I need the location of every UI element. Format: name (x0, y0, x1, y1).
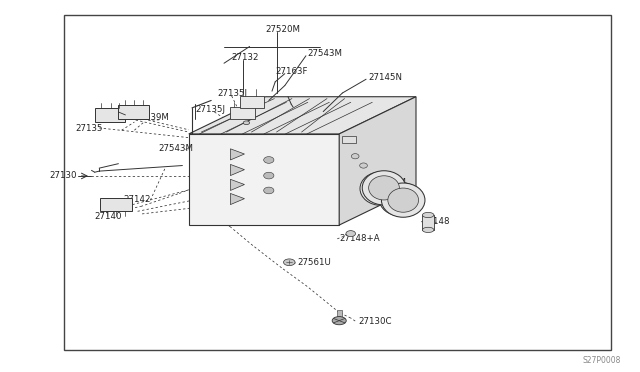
Bar (422, 215, 434, 230)
Text: 27148+A: 27148+A (339, 234, 380, 243)
Polygon shape (230, 164, 244, 176)
Ellipse shape (346, 231, 356, 237)
Text: 27145N: 27145N (368, 73, 402, 81)
Bar (100, 198, 132, 211)
Ellipse shape (360, 163, 367, 168)
Bar (64, 15, 611, 350)
Text: 27520M: 27520M (266, 25, 301, 34)
Polygon shape (230, 149, 244, 160)
Text: 27561U: 27561U (298, 258, 332, 267)
Ellipse shape (385, 187, 415, 211)
Ellipse shape (379, 182, 421, 216)
Bar (342, 136, 356, 143)
Ellipse shape (351, 154, 359, 159)
Text: 27132: 27132 (232, 53, 259, 62)
Ellipse shape (366, 177, 395, 201)
Text: 27543M: 27543M (159, 144, 194, 153)
Text: 27130C: 27130C (358, 317, 392, 326)
Bar (95, 108, 125, 122)
Polygon shape (189, 134, 339, 225)
Text: 27163F: 27163F (275, 67, 308, 76)
Ellipse shape (264, 187, 274, 194)
Text: 27130: 27130 (49, 171, 77, 180)
Ellipse shape (264, 172, 274, 179)
Polygon shape (339, 97, 416, 225)
Ellipse shape (381, 183, 425, 217)
Text: 27139M: 27139M (134, 113, 169, 122)
Text: 27570M: 27570M (371, 178, 406, 187)
Ellipse shape (369, 176, 399, 200)
Text: 27140: 27140 (95, 212, 122, 221)
Ellipse shape (360, 172, 402, 205)
Text: S27P0008: S27P0008 (582, 356, 621, 365)
Bar (230, 107, 255, 119)
Text: 27135: 27135 (76, 124, 103, 133)
Ellipse shape (422, 212, 434, 218)
Text: 27148: 27148 (422, 217, 450, 226)
Ellipse shape (422, 227, 434, 232)
Text: 27543M: 27543M (307, 49, 342, 58)
Polygon shape (189, 97, 416, 134)
Text: 27142: 27142 (123, 195, 150, 204)
Bar (118, 105, 149, 119)
Polygon shape (230, 179, 244, 190)
Text: 27135J: 27135J (218, 89, 248, 98)
Ellipse shape (388, 188, 419, 212)
Ellipse shape (243, 121, 250, 125)
Ellipse shape (332, 317, 346, 325)
Ellipse shape (362, 171, 406, 205)
Polygon shape (230, 193, 244, 205)
Ellipse shape (264, 157, 274, 163)
Ellipse shape (284, 259, 295, 266)
Text: 27135J: 27135J (195, 105, 225, 114)
Bar (337, 310, 342, 317)
Bar (240, 96, 264, 108)
